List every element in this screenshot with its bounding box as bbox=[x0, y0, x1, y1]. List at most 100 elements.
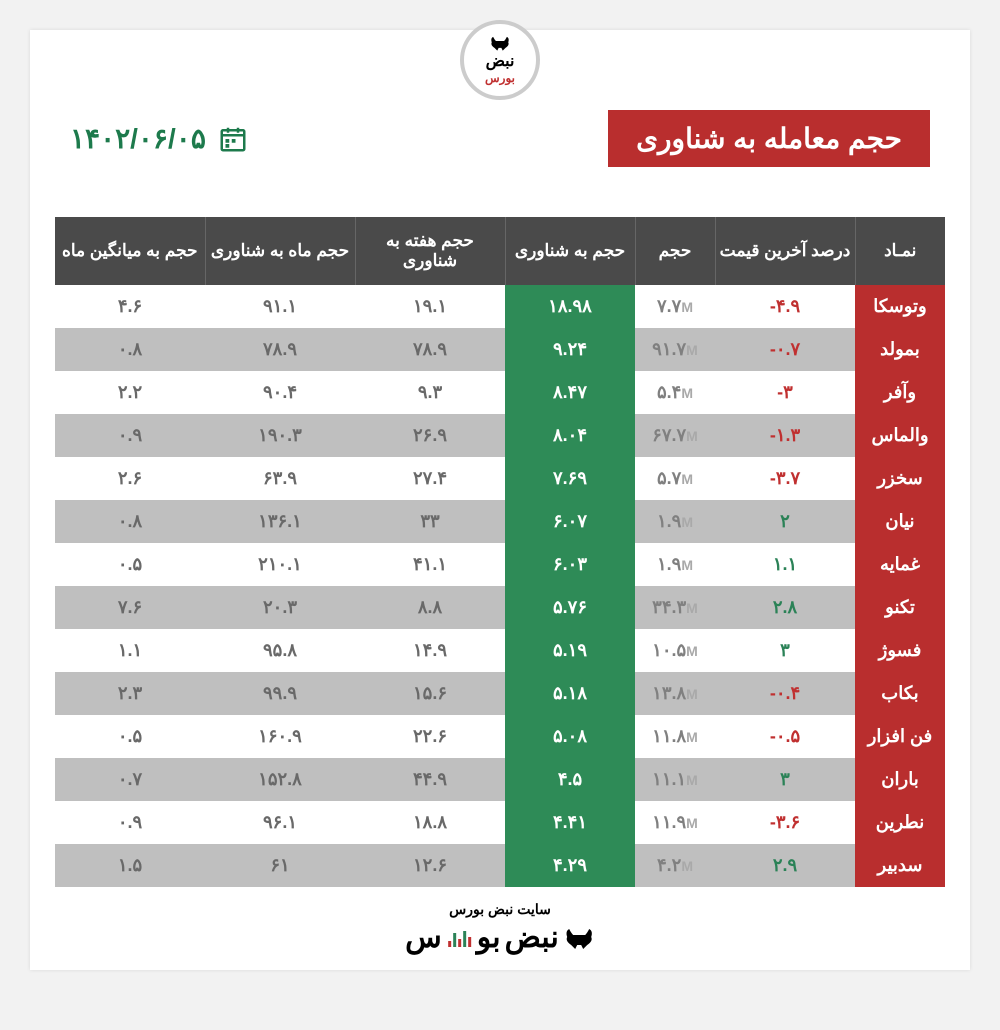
month-cell: ۹۵.۸ bbox=[205, 629, 355, 672]
date-block: ۱۴۰۲/۰۶/۰۵ bbox=[70, 122, 248, 155]
ratio-cell: ۵.۱۸ bbox=[505, 672, 635, 715]
volume-cell: ۱۱.۹M bbox=[635, 801, 715, 844]
pct-cell: ۳ bbox=[715, 758, 855, 801]
avg-cell: ۰.۵ bbox=[55, 543, 205, 586]
bull-icon bbox=[563, 925, 595, 951]
volume-cell: ۱۳.۸M bbox=[635, 672, 715, 715]
month-cell: ۶۱ bbox=[205, 844, 355, 887]
table-row: تکنو۲.۸۳۴.۳M۵.۷۶۸.۸۲۰.۳۷.۶ bbox=[55, 586, 945, 629]
footer-logo: سایت نبض بورس نبض بو س bbox=[405, 901, 595, 955]
pct-cell: ۱.۱ bbox=[715, 543, 855, 586]
month-cell: ۲۰.۳ bbox=[205, 586, 355, 629]
volume-cell: ۳۴.۳M bbox=[635, 586, 715, 629]
volume-cell: ۱۱.۱M bbox=[635, 758, 715, 801]
bars-icon bbox=[448, 929, 471, 947]
pct-cell: ۲.۸ bbox=[715, 586, 855, 629]
week-cell: ۹.۳ bbox=[355, 371, 505, 414]
symbol-cell: وآفر bbox=[855, 371, 945, 414]
table-row: غمایه۱.۱۱.۹M۶.۰۳۴۱.۱۲۱۰.۱۰.۵ bbox=[55, 543, 945, 586]
avg-cell: ۴.۶ bbox=[55, 285, 205, 328]
table-row: والماس-۱.۳۶۷.۷M۸.۰۴۲۶.۹۱۹۰.۳۰.۹ bbox=[55, 414, 945, 457]
symbol-cell: والماس bbox=[855, 414, 945, 457]
table-row: باران۳۱۱.۱M۴.۵۴۴.۹۱۵۲.۸۰.۷ bbox=[55, 758, 945, 801]
ratio-cell: ۸.۰۴ bbox=[505, 414, 635, 457]
avg-cell: ۲.۳ bbox=[55, 672, 205, 715]
table-row: بمولد-۰.۷۹۱.۷M۹.۲۴۷۸.۹۷۸.۹۰.۸ bbox=[55, 328, 945, 371]
col-header: حجم به شناوری bbox=[505, 217, 635, 285]
table-row: نیان۲۱.۹M۶.۰۷۳۳۱۳۶.۱۰.۸ bbox=[55, 500, 945, 543]
ratio-cell: ۸.۴۷ bbox=[505, 371, 635, 414]
main-container: نبض بورس حجم معامله به شناوری ۱۴۰۲/۰۶/۰۵… bbox=[30, 30, 970, 970]
ratio-cell: ۴.۲۹ bbox=[505, 844, 635, 887]
symbol-cell: وتوسکا bbox=[855, 285, 945, 328]
col-header: حجم هفته به شناوری bbox=[355, 217, 505, 285]
top-logo-text: نبض بورس bbox=[485, 34, 515, 86]
col-header: حجم ماه به شناوری bbox=[205, 217, 355, 285]
symbol-cell: فسوژ bbox=[855, 629, 945, 672]
month-cell: ۷۸.۹ bbox=[205, 328, 355, 371]
month-cell: ۹۰.۴ bbox=[205, 371, 355, 414]
ratio-cell: ۴.۴۱ bbox=[505, 801, 635, 844]
pct-cell: ۲.۹ bbox=[715, 844, 855, 887]
pct-cell: -۱.۳ bbox=[715, 414, 855, 457]
month-cell: ۱۳۶.۱ bbox=[205, 500, 355, 543]
table-row: فسوژ۳۱۰.۵M۵.۱۹۱۴.۹۹۵.۸۱.۱ bbox=[55, 629, 945, 672]
footer-main: نبض بو س bbox=[405, 920, 595, 955]
col-header: حجم به میانگین ماه bbox=[55, 217, 205, 285]
week-cell: ۱۲.۶ bbox=[355, 844, 505, 887]
avg-cell: ۰.۹ bbox=[55, 414, 205, 457]
volume-cell: ۱.۹M bbox=[635, 543, 715, 586]
col-header: درصد آخرین قیمت bbox=[715, 217, 855, 285]
pct-cell: -۳.۷ bbox=[715, 457, 855, 500]
symbol-cell: بمولد bbox=[855, 328, 945, 371]
week-cell: ۱۸.۸ bbox=[355, 801, 505, 844]
footer-subtitle: سایت نبض بورس bbox=[405, 901, 595, 918]
ratio-cell: ۵.۷۶ bbox=[505, 586, 635, 629]
ratio-cell: ۶.۰۷ bbox=[505, 500, 635, 543]
volume-cell: ۱۰.۵M bbox=[635, 629, 715, 672]
month-cell: ۱۹۰.۳ bbox=[205, 414, 355, 457]
pct-cell: ۲ bbox=[715, 500, 855, 543]
symbol-cell: سدبیر bbox=[855, 844, 945, 887]
col-header: حجم bbox=[635, 217, 715, 285]
ratio-cell: ۹.۲۴ bbox=[505, 328, 635, 371]
symbol-cell: فن افزار bbox=[855, 715, 945, 758]
week-cell: ۳۳ bbox=[355, 500, 505, 543]
pct-cell: -۳.۶ bbox=[715, 801, 855, 844]
date-text: ۱۴۰۲/۰۶/۰۵ bbox=[70, 122, 206, 155]
avg-cell: ۰.۵ bbox=[55, 715, 205, 758]
ratio-cell: ۶.۰۳ bbox=[505, 543, 635, 586]
col-header: نمـاد bbox=[855, 217, 945, 285]
avg-cell: ۱.۱ bbox=[55, 629, 205, 672]
volume-cell: ۵.۷M bbox=[635, 457, 715, 500]
month-cell: ۹۹.۹ bbox=[205, 672, 355, 715]
week-cell: ۲۲.۶ bbox=[355, 715, 505, 758]
pct-cell: -۳ bbox=[715, 371, 855, 414]
month-cell: ۹۶.۱ bbox=[205, 801, 355, 844]
avg-cell: ۰.۷ bbox=[55, 758, 205, 801]
table-row: فن افزار-۰.۵۱۱.۸M۵.۰۸۲۲.۶۱۶۰.۹۰.۵ bbox=[55, 715, 945, 758]
avg-cell: ۰.۸ bbox=[55, 328, 205, 371]
week-cell: ۱۴.۹ bbox=[355, 629, 505, 672]
avg-cell: ۲.۶ bbox=[55, 457, 205, 500]
symbol-cell: سخزر bbox=[855, 457, 945, 500]
avg-cell: ۰.۸ bbox=[55, 500, 205, 543]
week-cell: ۲۶.۹ bbox=[355, 414, 505, 457]
volume-cell: ۹۱.۷M bbox=[635, 328, 715, 371]
month-cell: ۲۱۰.۱ bbox=[205, 543, 355, 586]
table-row: وتوسکا-۴.۹۷.۷M۱۸.۹۸۱۹.۱۹۱.۱۴.۶ bbox=[55, 285, 945, 328]
week-cell: ۴۴.۹ bbox=[355, 758, 505, 801]
ratio-cell: ۵.۰۸ bbox=[505, 715, 635, 758]
ratio-cell: ۴.۵ bbox=[505, 758, 635, 801]
symbol-cell: تکنو bbox=[855, 586, 945, 629]
table-row: وآفر-۳۵.۴M۸.۴۷۹.۳۹۰.۴۲.۲ bbox=[55, 371, 945, 414]
month-cell: ۹۱.۱ bbox=[205, 285, 355, 328]
symbol-cell: بکاب bbox=[855, 672, 945, 715]
week-cell: ۱۹.۱ bbox=[355, 285, 505, 328]
calendar-icon bbox=[218, 124, 248, 154]
pct-cell: -۰.۵ bbox=[715, 715, 855, 758]
avg-cell: ۲.۲ bbox=[55, 371, 205, 414]
top-logo: نبض بورس bbox=[460, 20, 540, 100]
table-row: سخزر-۳.۷۵.۷M۷.۶۹۲۷.۴۶۳.۹۲.۶ bbox=[55, 457, 945, 500]
avg-cell: ۰.۹ bbox=[55, 801, 205, 844]
